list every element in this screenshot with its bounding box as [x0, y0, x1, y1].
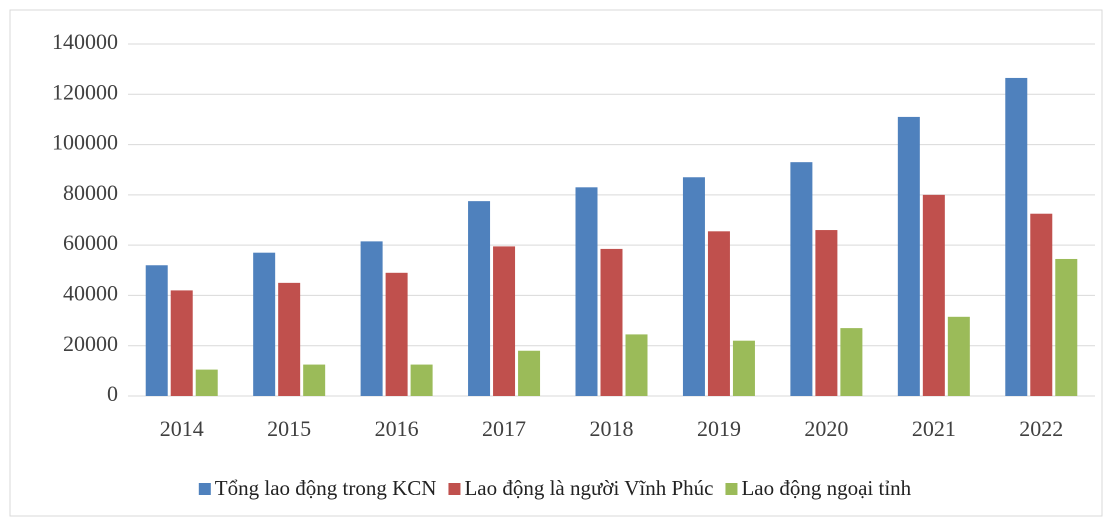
bar: [410, 364, 433, 396]
bar: [468, 201, 491, 396]
legend-swatch: [448, 483, 461, 495]
bar: [922, 194, 945, 396]
bar: [253, 252, 276, 396]
x-tick-label: 2021: [912, 416, 956, 441]
bar: [195, 369, 218, 396]
bar: [493, 246, 516, 396]
bar: [790, 162, 813, 396]
bar: [303, 364, 326, 396]
x-tick-label: 2016: [375, 416, 419, 441]
bar: [600, 248, 623, 396]
x-tick-label: 2022: [1019, 416, 1063, 441]
bar: [360, 241, 383, 396]
x-tick-label: 2020: [804, 416, 848, 441]
bar: [840, 328, 863, 396]
bar: [947, 316, 970, 396]
y-tick-label: 120000: [52, 79, 118, 104]
legend-swatch: [725, 483, 738, 495]
legend: Tổng lao động trong KCN Lao động là người…: [198, 476, 912, 500]
bar: [732, 340, 755, 396]
legend-label: Lao động là người Vĩnh Phúc: [464, 476, 713, 500]
y-tick-label: 0: [107, 381, 118, 406]
bar: [897, 116, 920, 397]
bar: [625, 334, 648, 396]
y-tick-label: 100000: [52, 130, 118, 155]
x-tick-label: 2019: [697, 416, 741, 441]
x-tick-label: 2014: [160, 416, 204, 441]
legend-label: Lao động ngoại tỉnh: [741, 476, 911, 500]
x-tick-label: 2015: [267, 416, 311, 441]
x-tick-label: 2017: [482, 416, 526, 441]
legend-label: Tổng lao động trong KCN: [215, 476, 437, 500]
bar: [385, 272, 408, 396]
bar: [707, 231, 730, 396]
y-tick-label: 20000: [63, 331, 118, 356]
bar: [518, 350, 541, 396]
bar: [170, 290, 193, 396]
bar: [815, 230, 838, 396]
bar: [145, 265, 168, 396]
y-tick-label: 40000: [63, 280, 118, 305]
bar: [1005, 77, 1028, 396]
y-tick-label: 80000: [63, 180, 118, 205]
legend-swatch: [198, 483, 211, 495]
y-tick-label: 60000: [63, 230, 118, 255]
x-tick-label: 2018: [590, 416, 634, 441]
bar: [1055, 258, 1078, 396]
bar: [278, 282, 301, 396]
bar: [682, 177, 705, 396]
y-tick-label: 140000: [52, 29, 118, 54]
bar: [1030, 213, 1053, 396]
bar: [575, 187, 598, 396]
